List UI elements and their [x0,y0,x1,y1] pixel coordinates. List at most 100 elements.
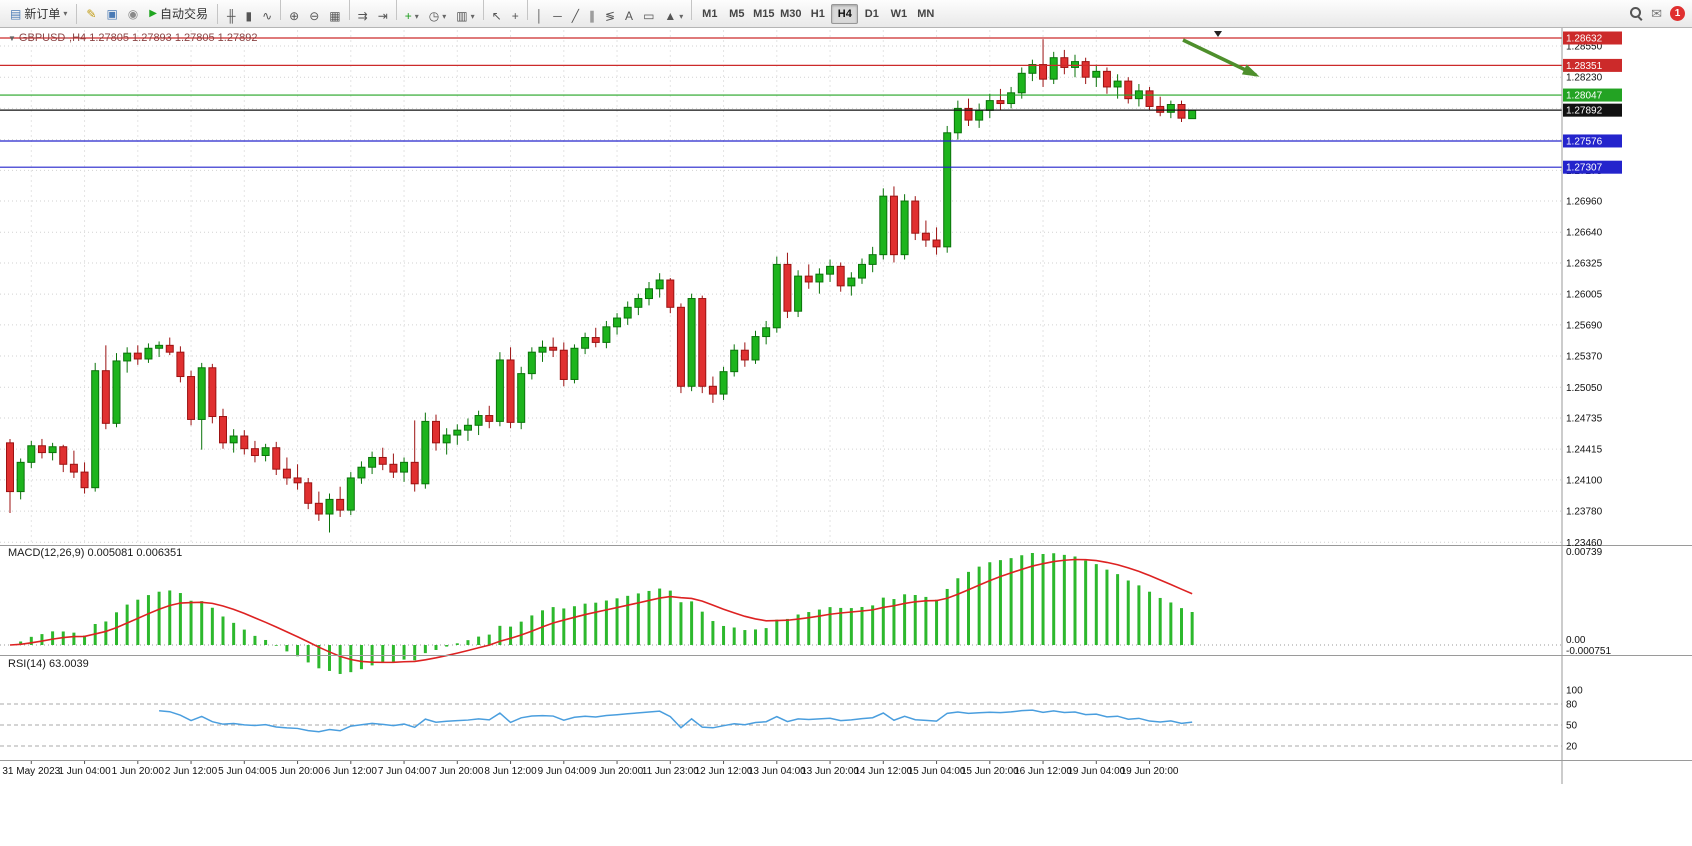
crosshair-button[interactable]: + [507,5,524,27]
periods-button[interactable]: ◷ ▾ [424,5,452,27]
timeframe-m1-button[interactable]: M1 [696,4,723,24]
svg-text:1.27892: 1.27892 [1566,106,1603,117]
svg-text:1.28632: 1.28632 [1566,34,1603,45]
rsi-label: RSI(14) 63.0039 [8,658,89,670]
svg-text:8 Jun 12:00: 8 Jun 12:00 [484,766,537,777]
text-label-icon: ▭ [643,9,655,23]
text-label-button[interactable]: ▭ [638,5,659,27]
svg-text:11 Jun 23:00: 11 Jun 23:00 [642,766,700,777]
new-order-icon: ▤ [10,6,22,21]
chevron-down-icon: ▾ [442,11,447,21]
timeframe-m5-button[interactable]: M5 [723,4,750,24]
svg-text:6 Jun 12:00: 6 Jun 12:00 [325,766,378,777]
svg-text:31 May 2023: 31 May 2023 [2,766,60,777]
toolbar-separator [76,3,78,24]
timeframe-m15-button[interactable]: M15 [750,4,777,24]
timeframe-h4-button[interactable]: H4 [831,3,859,24]
price-level-lines[interactable] [0,37,1562,168]
autotrading-label: 自动交易 [159,7,208,21]
cursor-button[interactable]: ↖ [487,5,507,27]
tile-windows-button[interactable]: ▦ [324,5,345,27]
chevron-down-icon: ▾ [679,11,684,21]
text-icon: A [625,9,634,23]
line-chart-button[interactable]: ∿ [257,5,277,27]
candlestick-chart-button[interactable]: ▮ [241,5,258,27]
toolbar-separator [482,0,484,20]
templates-icon: ▥ [456,9,468,23]
templates-button[interactable]: ▥ ▾ [451,5,479,27]
trendline-button[interactable]: ╱ [567,5,584,27]
zoom-out-button[interactable]: ⊖ [304,5,324,27]
svg-text:15 Jun 04:00: 15 Jun 04:00 [908,766,966,777]
new-order-button[interactable]: ▤ 新订单 ▾ [5,3,72,25]
alerts-button[interactable]: ◉ [123,3,143,25]
candlestick-chart-icon: ▮ [245,9,253,23]
crosshair-icon: + [511,9,519,23]
arrows-tool-icon: ▲ [664,9,677,23]
autotrading-button[interactable]: ▶ 自动交易 [144,3,213,25]
trend-arrow-annotation[interactable] [1182,38,1260,77]
fibonacci-button[interactable]: ≶ [600,5,620,27]
text-button[interactable]: A [620,5,638,27]
cursor-icon: ↖ [491,9,502,23]
indicators-button[interactable]: + ▾ [400,5,424,27]
profiles-button[interactable]: ▣ [101,3,122,25]
chart-shift-icon: ⇥ [377,9,388,23]
arrows-tool-button[interactable]: ▲ ▾ [659,5,688,27]
toolbar-separator [216,3,218,24]
svg-text:1.26640: 1.26640 [1566,228,1603,239]
horizontal-line-button[interactable]: ─ [548,5,567,27]
chevron-down-icon: ▾ [414,11,419,21]
svg-text:13 Jun 20:00: 13 Jun 20:00 [801,766,859,777]
svg-text:1.27307: 1.27307 [1566,163,1603,174]
svg-text:1.26005: 1.26005 [1566,290,1603,301]
toolbar-separator [395,0,397,20]
metaeditor-button[interactable]: ✎ [81,3,101,25]
vertical-line-button[interactable]: │ [531,5,549,27]
pane-frames [0,28,1692,784]
svg-text:15 Jun 20:00: 15 Jun 20:00 [961,766,1019,777]
svg-text:50: 50 [1566,721,1578,732]
svg-text:1.23460: 1.23460 [1566,538,1603,549]
autoscroll-button[interactable]: ⇉ [353,5,373,27]
svg-text:9 Jun 20:00: 9 Jun 20:00 [591,766,644,777]
equidistant-channel-icon: ∥ [588,9,595,23]
toolbar: ▤ 新订单 ▾ ✎ ▣ ◉ ▶ 自动交易 ╫ ▮ ∿ ⊕ ⊖ ▦ ⇉ ⇥ + ▾ ◷ ▾ ▥ ▾ ↖ + │ ─ ╱ ∥ ≶… [0,0,1692,28]
timeframe-mn-button[interactable]: MN [912,4,939,24]
indicators-icon: + [404,9,412,23]
play-icon: ▶ [149,7,157,19]
zoom-in-button[interactable]: ⊕ [284,5,304,27]
timeframe-w1-button[interactable]: W1 [885,4,912,24]
svg-text:20: 20 [1566,742,1578,753]
collapse-icon[interactable]: ▼ [8,34,16,43]
notification-badge[interactable]: 1 [1670,6,1685,21]
messages-icon[interactable]: ✉ [1651,6,1662,21]
equidistant-channel-button[interactable]: ∥ [584,5,600,27]
timeframe-m30-button[interactable]: M30 [777,4,804,24]
chart-grid [0,30,1562,545]
search-icon[interactable] [1630,7,1643,20]
timeframe-group: M1 M5 M15 M30 H1 H4 D1 W1 MN [696,3,939,24]
svg-text:1.28550: 1.28550 [1566,42,1603,53]
svg-text:1.25690: 1.25690 [1566,320,1603,331]
candlestick-series [6,39,1197,533]
horizontal-line-icon: ─ [553,9,562,23]
svg-text:1.25370: 1.25370 [1566,352,1603,363]
chart-symbol-header: ▼ GBPUSD-,H4 1.27805 1.27893 1.27805 1.27… [8,32,257,44]
svg-text:0.00: 0.00 [1566,635,1586,646]
bar-chart-button[interactable]: ╫ [222,5,241,27]
svg-text:1.26325: 1.26325 [1566,258,1603,269]
svg-text:5 Jun 04:00: 5 Jun 04:00 [218,766,271,777]
chevron-down-icon: ▾ [63,9,68,18]
chart-shift-button[interactable]: ⇥ [373,5,393,27]
svg-text:1.27576: 1.27576 [1566,136,1603,147]
timeframe-d1-button[interactable]: D1 [858,4,885,24]
svg-text:16 Jun 12:00: 16 Jun 12:00 [1014,766,1072,777]
timeframe-h1-button[interactable]: H1 [804,4,831,24]
svg-text:13 Jun 04:00: 13 Jun 04:00 [748,766,806,777]
toolbar-separator [348,0,350,20]
svg-text:12 Jun 12:00: 12 Jun 12:00 [695,766,753,777]
svg-text:1.24735: 1.24735 [1566,413,1603,424]
